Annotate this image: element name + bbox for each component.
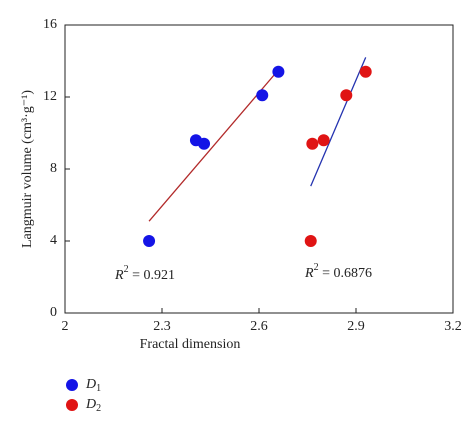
r2-superscript: 2: [314, 262, 319, 273]
data-point: [272, 65, 285, 78]
data-point: [304, 235, 317, 247]
y-tick-label: 8: [50, 161, 57, 176]
r2-symbol: R: [304, 266, 314, 281]
legend-marker: [66, 379, 78, 391]
data-point: [198, 137, 211, 150]
data-point: [306, 137, 319, 150]
x-tick-label: 2: [62, 319, 69, 334]
legend-name: D: [85, 397, 96, 412]
legend-label: D2: [85, 397, 101, 414]
data-point: [143, 235, 156, 247]
legend-subscript: 1: [96, 383, 101, 394]
x-tick-label: 2.3: [153, 319, 171, 334]
r2-symbol: R: [114, 268, 124, 283]
y-tick-label: 16: [43, 17, 57, 32]
r2-value: = 0.6876: [319, 266, 372, 281]
data-point: [340, 89, 353, 102]
x-tick-label: 2.9: [347, 319, 365, 334]
x-tick-label: 3.2: [444, 319, 462, 334]
r2-annotation: R2 = 0.6876: [304, 262, 372, 281]
legend-subscript: 2: [96, 403, 101, 414]
legend-name: D: [85, 377, 96, 392]
y-tick-label: 12: [43, 89, 57, 104]
x-axis-label: Fractal dimension: [140, 337, 241, 352]
fit-line: [310, 57, 367, 187]
y-tick-label: 4: [50, 233, 57, 248]
legend-label: D1: [85, 377, 101, 394]
x-tick-label: 2.6: [250, 319, 268, 334]
y-axis-label: Langmuir volume (cm³·g⁻¹): [20, 90, 35, 248]
r2-value: = 0.921: [129, 268, 175, 283]
r2-superscript: 2: [124, 264, 129, 275]
data-point: [256, 89, 269, 102]
data-point: [317, 134, 330, 147]
y-tick-label: 0: [50, 305, 57, 320]
data-point: [359, 65, 372, 78]
r2-annotation: R2 = 0.921: [114, 264, 175, 283]
legend-marker: [66, 399, 78, 411]
